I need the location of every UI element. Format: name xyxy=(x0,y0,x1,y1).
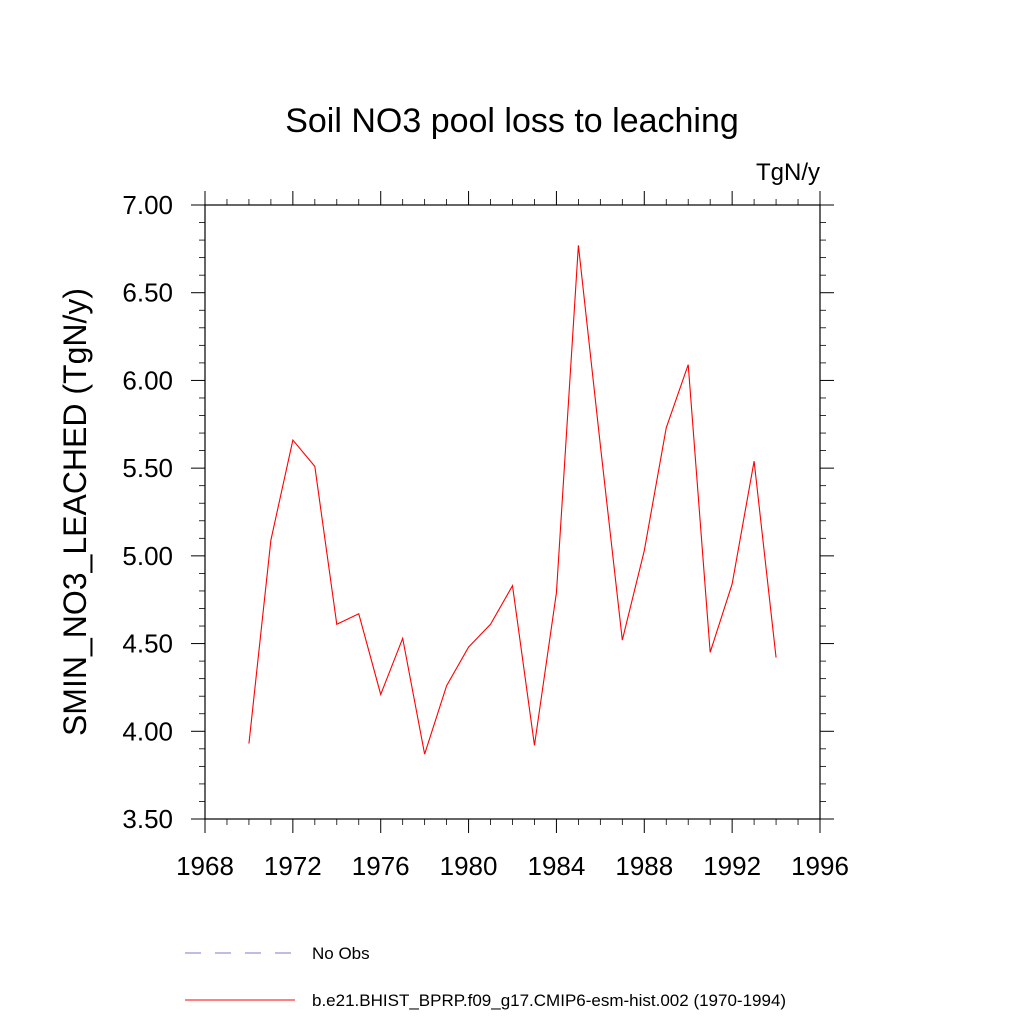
y-tick-label: 6.00 xyxy=(122,365,173,395)
y-tick-label: 6.50 xyxy=(122,278,173,308)
x-tick-label: 1980 xyxy=(440,851,498,881)
units-label: TgN/y xyxy=(756,159,820,186)
legend-label-model-run: b.e21.BHIST_BPRP.f09_g17.CMIP6-esm-hist.… xyxy=(312,991,786,1010)
legend-label-no-obs: No Obs xyxy=(312,944,370,963)
axis-tick-labels: 1968 1972 1976 1980 1984 1988 1992 1996 3.50 4.00… xyxy=(122,190,849,881)
axis-ticks xyxy=(191,191,834,833)
series-layer xyxy=(248,245,777,755)
x-tick-label: 1972 xyxy=(264,851,322,881)
y-tick-label: 5.50 xyxy=(122,453,173,483)
x-tick-label: 1992 xyxy=(703,851,761,881)
chart-title: Soil NO3 pool loss to leaching xyxy=(285,102,739,140)
x-tick-label: 1984 xyxy=(528,851,586,881)
series-line xyxy=(248,245,777,755)
legend: No Obs b.e21.BHIST_BPRP.f09_g17.CMIP6-es… xyxy=(185,944,786,1010)
x-tick-label: 1976 xyxy=(352,851,410,881)
x-tick-label: 1996 xyxy=(791,851,849,881)
y-axis-label: SMIN_NO3_LEACHED (TgN/y) xyxy=(57,288,93,736)
y-tick-label: 4.00 xyxy=(122,716,173,746)
y-tick-label: 7.00 xyxy=(122,190,173,220)
x-tick-label: 1968 xyxy=(176,851,234,881)
plot-frame xyxy=(204,204,821,820)
y-tick-label: 4.50 xyxy=(122,629,173,659)
y-tick-label: 3.50 xyxy=(122,804,173,834)
y-tick-label: 5.00 xyxy=(122,541,173,571)
x-tick-label: 1988 xyxy=(615,851,673,881)
